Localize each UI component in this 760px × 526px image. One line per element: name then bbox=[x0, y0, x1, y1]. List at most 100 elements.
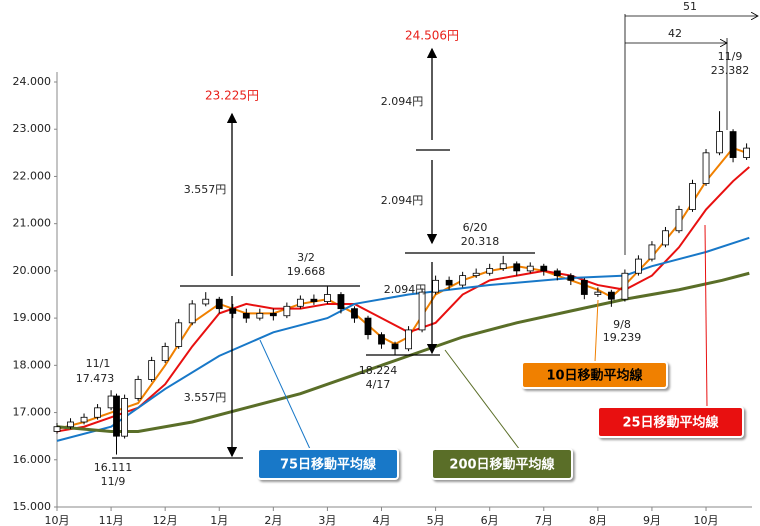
series-label: 10日移動平均線 bbox=[546, 368, 643, 384]
annotation: 24.506円 bbox=[405, 29, 459, 43]
candle-body bbox=[472, 272, 480, 277]
candle-body bbox=[324, 294, 331, 302]
x-tick-label: 7月 bbox=[535, 514, 553, 526]
y-tick-label: 16.000 bbox=[13, 453, 52, 466]
annotation: 18.224 bbox=[359, 364, 398, 377]
candle-body bbox=[283, 305, 291, 317]
candle-body bbox=[675, 209, 683, 232]
candle-body bbox=[580, 279, 588, 295]
y-tick-label: 21.000 bbox=[13, 217, 52, 230]
candle-body bbox=[242, 312, 250, 319]
candle-body bbox=[378, 334, 385, 345]
candle-body bbox=[486, 268, 494, 274]
label-pointer bbox=[594, 299, 599, 363]
candle-body bbox=[662, 230, 669, 246]
candle-body bbox=[391, 343, 399, 350]
candle-body bbox=[364, 317, 372, 336]
annotation: 42 bbox=[668, 27, 682, 40]
candle-body bbox=[121, 397, 129, 437]
x-tick-label: 9月 bbox=[643, 514, 661, 526]
y-tick-label: 24.000 bbox=[13, 75, 52, 88]
annotation: 6/20 bbox=[463, 221, 488, 234]
annotation: 23.382 bbox=[711, 64, 750, 77]
annotation: 11/1 bbox=[86, 357, 111, 370]
candle-body bbox=[337, 294, 345, 310]
candle-body bbox=[513, 263, 521, 272]
annotation: 11/9 bbox=[101, 475, 126, 488]
x-tick-label: 10月 bbox=[45, 514, 70, 526]
candle-body bbox=[296, 298, 304, 307]
y-tick-label: 19.000 bbox=[13, 311, 52, 324]
candle-body bbox=[607, 291, 615, 300]
candle-body bbox=[80, 416, 88, 423]
candle-body bbox=[540, 265, 548, 272]
candle-body bbox=[432, 279, 439, 293]
candle-body bbox=[310, 298, 318, 302]
x-tick-label: 6月 bbox=[481, 514, 499, 526]
annotation: 2.094円 bbox=[384, 283, 427, 296]
annotation: 17.473 bbox=[76, 372, 115, 385]
candle-body bbox=[567, 275, 575, 281]
annotation: 3/2 bbox=[297, 251, 315, 264]
annotation: 9/8 bbox=[613, 318, 631, 331]
candle-body bbox=[459, 275, 467, 286]
annotation: 16.111 bbox=[94, 461, 133, 474]
x-tick-label: 11月 bbox=[99, 514, 124, 526]
series-label: 75日移動平均線 bbox=[280, 457, 377, 473]
candle-body bbox=[215, 298, 223, 310]
x-tick-label: 10月 bbox=[694, 514, 719, 526]
label-pointer bbox=[444, 349, 521, 451]
candle-body bbox=[134, 379, 142, 399]
candle-body bbox=[702, 152, 710, 184]
candle-body bbox=[229, 308, 237, 314]
candle-body bbox=[148, 360, 156, 380]
y-tick-label: 23.000 bbox=[13, 122, 52, 135]
label-box bbox=[521, 361, 668, 389]
candle-body bbox=[648, 244, 656, 260]
moving-average-line bbox=[56, 236, 750, 442]
candle-body bbox=[351, 308, 358, 319]
annotation: 11/9 bbox=[718, 50, 743, 63]
label-pointer bbox=[259, 339, 311, 450]
label-box bbox=[257, 448, 399, 480]
annotation: 2.094円 bbox=[381, 194, 424, 207]
annotation: 20.318 bbox=[461, 235, 500, 248]
candle-body bbox=[202, 298, 210, 305]
annotation: 4/17 bbox=[366, 378, 391, 391]
x-tick-label: 4月 bbox=[373, 514, 391, 526]
candle-body bbox=[53, 426, 61, 432]
candle-body bbox=[161, 346, 169, 362]
x-tick-label: 1月 bbox=[210, 514, 228, 526]
candle-body bbox=[594, 291, 602, 295]
candle-body bbox=[499, 263, 507, 269]
candle-body bbox=[689, 183, 696, 210]
candle-body bbox=[445, 279, 453, 286]
annotation: 3.557円 bbox=[184, 183, 227, 196]
label-box bbox=[431, 448, 573, 480]
annotation: 2.094円 bbox=[381, 95, 424, 108]
series-label: 200日移動平均線 bbox=[449, 457, 555, 473]
x-tick-label: 2月 bbox=[264, 514, 282, 526]
candle-body bbox=[256, 312, 264, 319]
candle-body bbox=[418, 291, 426, 331]
x-tick-label: 8月 bbox=[589, 514, 607, 526]
candle-body bbox=[405, 329, 412, 350]
candle-body bbox=[729, 131, 737, 158]
candle-body bbox=[621, 272, 629, 300]
candle-body bbox=[94, 407, 101, 418]
annotation: 23.225円 bbox=[205, 89, 259, 103]
candle-body bbox=[269, 312, 277, 317]
candle-body bbox=[553, 270, 561, 277]
moving-average-line bbox=[56, 271, 750, 433]
y-tick-label: 17.000 bbox=[13, 406, 52, 419]
annotation: 51 bbox=[683, 0, 697, 13]
x-tick-label: 3月 bbox=[318, 514, 336, 526]
y-tick-label: 22.000 bbox=[13, 169, 52, 182]
annotation: 3.557円 bbox=[184, 391, 227, 404]
candle-body bbox=[67, 421, 74, 428]
y-tick-label: 15.000 bbox=[13, 500, 52, 513]
candle-body bbox=[188, 303, 196, 324]
annotation: 19.668 bbox=[287, 265, 326, 278]
candle-body bbox=[175, 322, 183, 347]
candle-body bbox=[743, 147, 750, 158]
